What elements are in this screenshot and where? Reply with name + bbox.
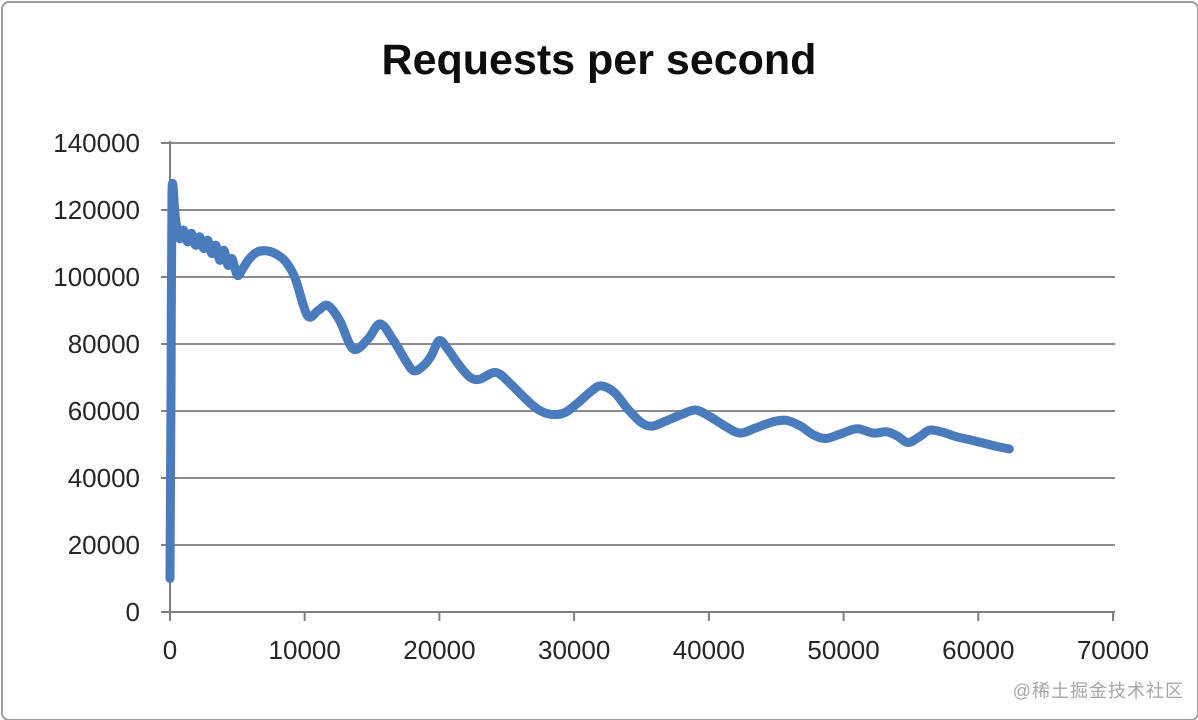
axes	[169, 141, 1115, 613]
axis-tick-marks	[161, 142, 1114, 621]
y-tick-label: 0	[125, 597, 140, 627]
y-tick-label: 140000	[53, 128, 140, 158]
series-line-group	[165, 178, 1014, 583]
series-line	[165, 178, 1014, 583]
y-tick-label: 20000	[67, 530, 140, 560]
y-tick-label: 40000	[67, 463, 140, 493]
x-tick-label: 50000	[807, 635, 880, 665]
x-tick-label: 0	[162, 635, 178, 665]
y-tick-label: 120000	[53, 195, 140, 225]
chart-title: Requests per second	[381, 36, 817, 84]
y-tick-label: 60000	[67, 396, 140, 426]
y-tick-label: 100000	[53, 262, 140, 292]
x-tick-label: 20000	[403, 635, 476, 665]
watermark: @稀土掘金技术社区	[1012, 681, 1184, 701]
x-tick-label: 30000	[537, 635, 611, 665]
x-tick-label: 10000	[268, 635, 341, 665]
x-tick-label: 40000	[672, 635, 745, 665]
gridlines	[170, 142, 1115, 613]
x-tick-label: 70000	[1076, 635, 1150, 665]
y-tick-label: 80000	[67, 329, 140, 359]
x-tick-label: 60000	[942, 635, 1015, 665]
